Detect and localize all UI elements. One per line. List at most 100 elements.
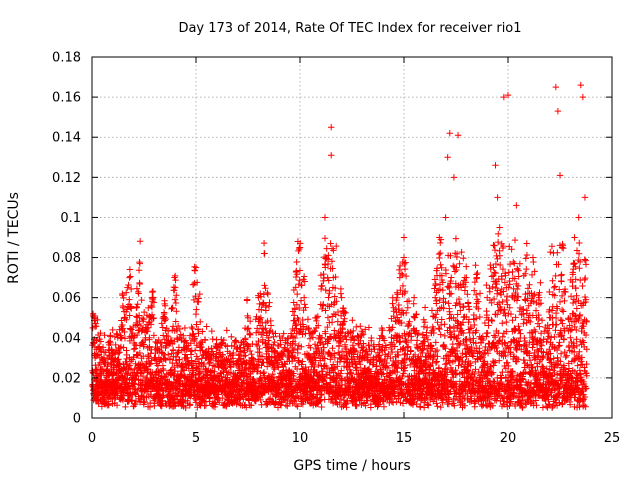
data-point xyxy=(171,367,179,375)
data-point xyxy=(149,288,157,295)
data-point xyxy=(193,279,201,286)
data-point xyxy=(173,384,180,392)
data-point xyxy=(140,316,147,323)
data-point xyxy=(138,296,145,304)
data-point xyxy=(139,372,147,380)
data-point xyxy=(172,402,179,409)
data-point xyxy=(117,333,125,341)
data-point xyxy=(150,314,157,322)
data-point xyxy=(194,355,202,363)
data-point xyxy=(437,331,444,338)
data-point xyxy=(133,331,141,339)
data-point xyxy=(164,351,172,358)
data-point xyxy=(93,337,100,344)
data-point xyxy=(457,321,465,329)
data-point xyxy=(223,327,230,334)
data-point xyxy=(434,402,441,410)
data-point xyxy=(186,401,194,408)
data-point xyxy=(402,259,409,266)
data-point xyxy=(193,353,200,360)
data-point xyxy=(136,280,143,288)
data-point xyxy=(169,383,177,391)
data-point xyxy=(322,286,329,294)
data-point xyxy=(206,359,214,366)
data-point xyxy=(126,296,133,303)
data-point xyxy=(170,347,177,354)
data-point xyxy=(161,302,169,309)
data-point xyxy=(193,306,200,313)
data-point xyxy=(198,343,205,351)
data-point xyxy=(357,323,364,330)
data-point xyxy=(211,368,218,375)
data-point xyxy=(116,344,124,352)
data-point xyxy=(184,345,192,352)
data-point xyxy=(128,305,135,312)
data-point xyxy=(136,238,144,245)
data-point xyxy=(177,372,184,379)
data-point xyxy=(168,305,175,313)
data-point xyxy=(97,329,104,337)
data-point xyxy=(449,262,457,270)
data-point xyxy=(520,356,528,364)
data-point xyxy=(117,368,124,375)
data-point xyxy=(144,328,151,335)
data-point xyxy=(474,269,481,277)
data-point xyxy=(423,324,431,331)
data-point xyxy=(129,323,137,331)
data-point xyxy=(209,335,216,343)
data-point xyxy=(171,274,178,281)
data-point xyxy=(133,313,140,320)
data-point xyxy=(509,317,516,324)
data-point xyxy=(119,321,126,329)
data-point xyxy=(445,300,452,307)
data-point xyxy=(524,285,532,292)
data-point xyxy=(140,308,148,316)
chart-title: Day 173 of 2014, Rate Of TEC Index for r… xyxy=(178,21,521,36)
data-point xyxy=(166,355,174,363)
data-point xyxy=(127,285,135,293)
data-point xyxy=(135,312,143,319)
data-point xyxy=(496,261,504,269)
data-point xyxy=(451,268,459,275)
data-point xyxy=(123,351,130,359)
data-point xyxy=(264,290,272,298)
data-point xyxy=(247,331,254,339)
data-point xyxy=(329,345,336,352)
data-point xyxy=(147,302,155,310)
data-point xyxy=(107,332,114,339)
data-point xyxy=(511,260,518,267)
data-point xyxy=(300,273,308,280)
data-point xyxy=(176,356,183,363)
data-point xyxy=(172,276,179,284)
data-point xyxy=(353,402,360,410)
data-point xyxy=(216,398,223,406)
data-point xyxy=(98,378,106,386)
data-point xyxy=(148,357,155,364)
data-point xyxy=(117,332,124,339)
data-point xyxy=(516,326,523,333)
data-point xyxy=(163,325,170,332)
data-point xyxy=(318,403,325,411)
data-point xyxy=(205,360,213,368)
data-point xyxy=(94,316,101,324)
data-point xyxy=(171,363,178,371)
data-point xyxy=(488,317,496,325)
data-point xyxy=(501,349,508,356)
data-point xyxy=(209,362,217,369)
data-point xyxy=(428,307,436,314)
data-point xyxy=(297,297,305,304)
data-point xyxy=(123,316,130,324)
data-point xyxy=(299,358,306,365)
data-point xyxy=(115,356,122,363)
data-point xyxy=(148,303,156,311)
data-point xyxy=(105,402,112,409)
data-point xyxy=(199,328,206,335)
data-point xyxy=(129,397,136,404)
data-point xyxy=(105,351,113,359)
data-point xyxy=(191,267,199,275)
data-point xyxy=(328,319,336,326)
data-point xyxy=(228,333,235,340)
data-point xyxy=(293,258,300,266)
data-point xyxy=(171,402,178,410)
